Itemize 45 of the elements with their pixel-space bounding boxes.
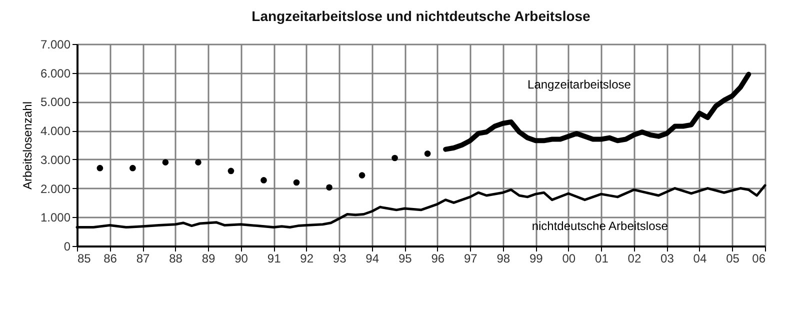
series-label: nichtdeutsche Arbeitslose: [532, 218, 668, 233]
y-tick-label: 0: [64, 240, 71, 254]
x-tick-label: 92: [300, 252, 314, 266]
point: [358, 172, 366, 178]
x-tick-label: 97: [464, 252, 478, 266]
x-tick-label: 88: [169, 252, 183, 266]
point: [326, 184, 332, 191]
x-tick-label: 00: [562, 252, 576, 266]
point: [96, 164, 104, 172]
y-tick-label: 2.000: [40, 182, 71, 196]
x-tick-label: 98: [496, 252, 510, 266]
x-tick-label: 90: [234, 252, 248, 266]
x-tick-label: 99: [529, 252, 544, 266]
x-tick-label: 89: [202, 252, 216, 266]
point: [260, 177, 267, 184]
x-tick-label: 87: [136, 252, 150, 266]
point: [130, 164, 136, 172]
x-tick-label: 01: [595, 252, 609, 266]
y-tick-label: 5.000: [40, 95, 71, 110]
x-tick-label: 93: [332, 252, 347, 266]
x-tick-label: 06: [752, 252, 766, 266]
x-tick-label: 94: [366, 252, 380, 266]
x-tick-label: 04: [693, 252, 707, 266]
y-tick-label: 3.000: [40, 152, 71, 167]
y-tick-label: 4.000: [40, 124, 71, 138]
y-tick-label: 1.000: [40, 210, 71, 225]
point: [293, 179, 300, 186]
point: [392, 154, 398, 162]
x-tick-label: 05: [726, 252, 740, 266]
point: [195, 159, 202, 166]
chart-title: Langzeitarbeitslose und nichtdeutsche Arbeitslose: [252, 8, 591, 24]
point: [162, 159, 169, 166]
y-tick-label: 7.000: [40, 38, 71, 52]
x-tick-label: 96: [431, 252, 445, 266]
x-tick-label: 03: [660, 252, 674, 266]
x-tick-label: 02: [628, 252, 642, 266]
text: Langzeitarbeitslose: [528, 77, 632, 92]
y-tick-label: 6.000: [40, 66, 71, 80]
point: [228, 168, 234, 174]
point: [424, 150, 431, 157]
x-tick-label: 95: [398, 252, 412, 266]
y-axis-title: Arbeitslosenzahl: [20, 101, 34, 190]
x-tick-label: 86: [104, 252, 118, 266]
x-tick-label: 85: [78, 252, 92, 266]
x-tick-label: 91: [267, 252, 282, 266]
